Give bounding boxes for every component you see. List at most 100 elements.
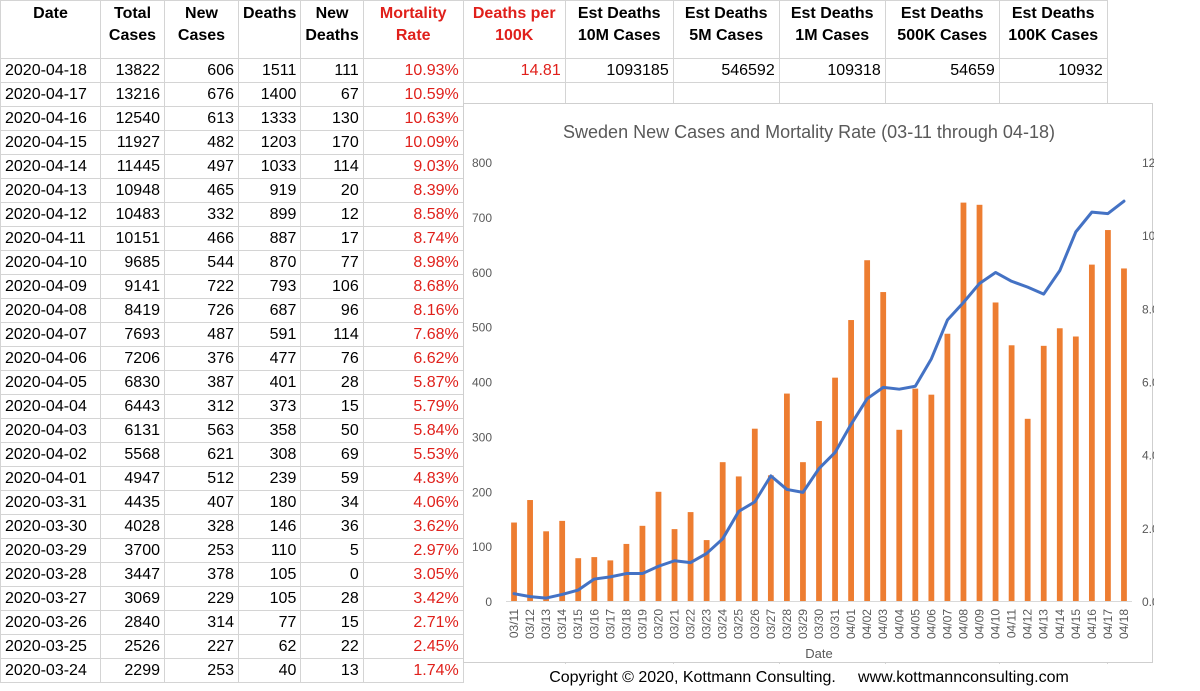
cell-mortality-rate[interactable]: 10.59% — [362, 82, 464, 107]
cell-new-cases[interactable]: 722 — [164, 274, 239, 299]
cell-deaths[interactable]: 358 — [237, 418, 302, 443]
cell-date[interactable]: 2020-03-30 — [0, 514, 101, 539]
cell-new-deaths[interactable]: 28 — [300, 370, 364, 395]
cell-total-cases[interactable]: 5568 — [100, 442, 165, 467]
cell-new-deaths[interactable]: 17 — [300, 226, 364, 251]
cell-date[interactable]: 2020-03-31 — [0, 490, 101, 515]
cell-total-cases[interactable]: 6443 — [100, 394, 165, 419]
cell-date[interactable]: 2020-03-26 — [0, 610, 101, 635]
cell-new-cases[interactable]: 465 — [164, 178, 239, 203]
cell-new-cases[interactable]: 253 — [164, 658, 239, 683]
cell-new-cases[interactable]: 482 — [164, 130, 239, 155]
cell-deaths[interactable]: 308 — [237, 442, 302, 467]
cell-mortality-rate[interactable]: 8.68% — [362, 274, 464, 299]
cell-mortality-rate[interactable]: 10.63% — [362, 106, 464, 131]
cell-total-cases[interactable]: 11445 — [100, 154, 165, 179]
cell-deaths[interactable]: 1033 — [237, 154, 302, 179]
cell-total-cases[interactable]: 10948 — [100, 178, 165, 203]
cell-new-cases[interactable]: 613 — [164, 106, 239, 131]
cell-mortality-rate[interactable]: 2.97% — [362, 538, 464, 563]
cell-deaths[interactable]: 77 — [237, 610, 302, 635]
cell-date[interactable]: 2020-04-09 — [0, 274, 101, 299]
cell-deaths[interactable]: 62 — [237, 634, 302, 659]
cell-total-cases[interactable]: 7206 — [100, 346, 165, 371]
cell-total-cases[interactable]: 3069 — [100, 586, 165, 611]
cell-deaths[interactable]: 887 — [237, 226, 302, 251]
cell-new-cases[interactable]: 497 — [164, 154, 239, 179]
cell-total-cases[interactable]: 7693 — [100, 322, 165, 347]
cell-date[interactable]: 2020-04-13 — [0, 178, 101, 203]
cell-date[interactable]: 2020-04-02 — [0, 442, 101, 467]
cell-new-cases[interactable]: 253 — [164, 538, 239, 563]
cell-date[interactable]: 2020-03-29 — [0, 538, 101, 563]
cell-mortality-rate[interactable]: 6.62% — [362, 346, 464, 371]
cell-mortality-rate[interactable]: 5.84% — [362, 418, 464, 443]
cell-new-deaths[interactable]: 28 — [300, 586, 364, 611]
cell-new-cases[interactable]: 606 — [164, 58, 239, 83]
cell-mortality-rate[interactable]: 8.74% — [362, 226, 464, 251]
cell-new-cases[interactable]: 487 — [164, 322, 239, 347]
cell-date[interactable]: 2020-04-05 — [0, 370, 101, 395]
cell-mortality-rate[interactable]: 3.42% — [362, 586, 464, 611]
cell-date[interactable]: 2020-03-25 — [0, 634, 101, 659]
cell-mortality-rate[interactable]: 2.71% — [362, 610, 464, 635]
cell-new-cases[interactable]: 227 — [164, 634, 239, 659]
cell-new-deaths[interactable]: 170 — [300, 130, 364, 155]
cell-mortality-rate[interactable]: 10.93% — [362, 58, 464, 83]
cell-total-cases[interactable]: 4435 — [100, 490, 165, 515]
cell-new-deaths[interactable]: 59 — [300, 466, 364, 491]
cell-new-cases[interactable]: 512 — [164, 466, 239, 491]
cell-date[interactable]: 2020-04-16 — [0, 106, 101, 131]
cell-mortality-rate[interactable]: 10.09% — [362, 130, 464, 155]
cell-new-cases[interactable]: 726 — [164, 298, 239, 323]
cell-mortality-rate[interactable]: 4.83% — [362, 466, 464, 491]
cell-new-deaths[interactable]: 106 — [300, 274, 364, 299]
cell-new-deaths[interactable]: 114 — [300, 322, 364, 347]
cell-date[interactable]: 2020-04-01 — [0, 466, 101, 491]
cell-new-cases[interactable]: 466 — [164, 226, 239, 251]
cell-date[interactable]: 2020-04-04 — [0, 394, 101, 419]
cell-new-cases[interactable]: 376 — [164, 346, 239, 371]
cell-new-deaths[interactable]: 13 — [300, 658, 364, 683]
cell-new-deaths[interactable]: 0 — [300, 562, 364, 587]
cell-new-cases[interactable]: 387 — [164, 370, 239, 395]
cell-mortality-rate[interactable]: 1.74% — [362, 658, 464, 683]
cell-deaths[interactable]: 239 — [237, 466, 302, 491]
cell-total-cases[interactable]: 2526 — [100, 634, 165, 659]
cell-date[interactable]: 2020-03-27 — [0, 586, 101, 611]
cell-new-cases[interactable]: 563 — [164, 418, 239, 443]
cell-total-cases[interactable]: 2840 — [100, 610, 165, 635]
cell-deaths[interactable]: 1203 — [237, 130, 302, 155]
cell-deaths[interactable]: 1333 — [237, 106, 302, 131]
cell-date[interactable]: 2020-04-08 — [0, 298, 101, 323]
cell-total-cases[interactable]: 10483 — [100, 202, 165, 227]
cell-new-deaths[interactable]: 15 — [300, 610, 364, 635]
cell-empty[interactable] — [778, 82, 886, 107]
cell-new-cases[interactable]: 621 — [164, 442, 239, 467]
cell-deaths[interactable]: 105 — [237, 562, 302, 587]
cell-total-cases[interactable]: 9141 — [100, 274, 165, 299]
cell-deaths[interactable]: 919 — [237, 178, 302, 203]
cell-deaths[interactable]: 477 — [237, 346, 302, 371]
cell-new-cases[interactable]: 676 — [164, 82, 239, 107]
cell-deaths[interactable]: 591 — [237, 322, 302, 347]
cell-new-deaths[interactable]: 12 — [300, 202, 364, 227]
cell-total-cases[interactable]: 13822 — [100, 58, 165, 83]
cell-date[interactable]: 2020-03-24 — [0, 658, 101, 683]
cell-new-deaths[interactable]: 130 — [300, 106, 364, 131]
cell-deaths[interactable]: 105 — [237, 586, 302, 611]
cell-mortality-rate[interactable]: 5.53% — [362, 442, 464, 467]
cell-new-deaths[interactable]: 5 — [300, 538, 364, 563]
cell-total-cases[interactable]: 10151 — [100, 226, 165, 251]
cell-date[interactable]: 2020-04-10 — [0, 250, 101, 275]
cell-total-cases[interactable]: 3447 — [100, 562, 165, 587]
cell-total-cases[interactable]: 6830 — [100, 370, 165, 395]
cell-new-deaths[interactable]: 67 — [300, 82, 364, 107]
cell-deaths[interactable]: 110 — [237, 538, 302, 563]
cell-new-cases[interactable]: 544 — [164, 250, 239, 275]
cell-deaths[interactable]: 899 — [237, 202, 302, 227]
cell-total-cases[interactable]: 9685 — [100, 250, 165, 275]
cell-mortality-rate[interactable]: 8.16% — [362, 298, 464, 323]
cell-new-cases[interactable]: 312 — [164, 394, 239, 419]
cell-date[interactable]: 2020-04-12 — [0, 202, 101, 227]
